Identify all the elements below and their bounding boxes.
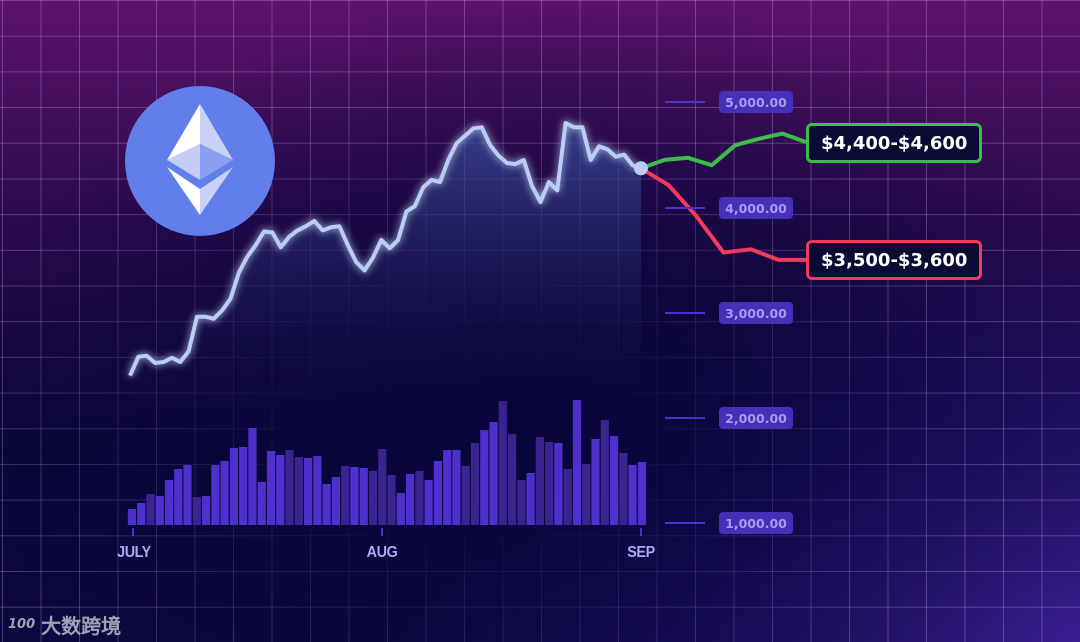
volume-bars: [127, 400, 646, 525]
volume-bar: [572, 400, 582, 525]
volume-bar: [220, 461, 229, 525]
volume-bar: [433, 461, 442, 525]
volume-bar: [359, 468, 368, 525]
volume-bar: [174, 469, 183, 525]
volume-bar: [600, 420, 609, 525]
volume-bar: [341, 466, 350, 525]
volume-bar: [313, 456, 322, 525]
watermark-logo: 100: [8, 617, 36, 632]
volume-bar: [508, 434, 517, 525]
y-tick-mark: [665, 207, 705, 209]
x-tick-mark: [640, 528, 642, 536]
y-tick-mark: [665, 417, 705, 419]
y-tick-label: 5,000.00: [719, 91, 793, 113]
volume-bar: [563, 469, 572, 525]
x-tick-label: SEP: [627, 544, 655, 561]
y-tick-mark: [665, 312, 705, 314]
volume-bar: [211, 465, 220, 525]
y-tick-label: 4,000.00: [719, 197, 793, 219]
volume-bar: [582, 464, 591, 525]
volume-bar: [276, 455, 285, 525]
volume-bar: [368, 471, 378, 525]
volume-bar: [155, 496, 164, 525]
x-tick-label: JULY: [117, 544, 151, 561]
x-tick-mark: [132, 528, 134, 536]
volume-bar: [127, 509, 136, 525]
ethereum-logo: [125, 86, 275, 236]
volume-bar: [266, 451, 276, 525]
volume-bar: [610, 436, 619, 525]
volume-bar: [378, 449, 387, 525]
volume-bar: [637, 462, 646, 525]
y-tick-mark: [665, 101, 705, 103]
forecast-range-low: $3,500-$3,600: [806, 240, 983, 280]
y-tick-label: 3,000.00: [719, 302, 793, 324]
volume-bar: [285, 450, 294, 525]
volume-bar: [619, 453, 628, 525]
x-tick-mark: [381, 528, 383, 536]
volume-bar: [545, 442, 554, 525]
volume-bar: [387, 475, 396, 525]
forecast-line-low: [639, 166, 806, 262]
volume-bar: [202, 496, 211, 525]
volume-bar: [517, 480, 526, 525]
volume-bar: [229, 448, 238, 525]
forecast-range-high: $4,400-$4,600: [806, 123, 983, 163]
volume-bar: [424, 480, 433, 525]
volume-bar: [192, 497, 201, 525]
price-area: [130, 123, 641, 420]
volume-bar: [535, 437, 544, 525]
volume-bar: [461, 466, 470, 525]
volume-bar: [470, 443, 480, 525]
ethereum-icon: [167, 104, 233, 215]
volume-bar: [480, 430, 489, 525]
volume-bar: [396, 493, 405, 525]
volume-bar: [554, 443, 563, 525]
forecast-line-high: [640, 131, 807, 171]
volume-bar: [498, 401, 507, 525]
watermark: 100 大数跨境: [8, 610, 121, 639]
price-line: [128, 121, 642, 377]
watermark-text: 大数跨境: [41, 614, 122, 638]
volume-bar: [591, 439, 600, 525]
current-price-dot: [634, 161, 648, 176]
volume-bar: [489, 422, 498, 525]
volume-bar: [248, 428, 257, 525]
y-tick-label: 2,000.00: [719, 407, 793, 429]
volume-bar: [350, 467, 359, 525]
volume-bar: [452, 450, 461, 525]
volume-bar: [183, 465, 192, 525]
y-tick-mark: [665, 522, 705, 524]
x-tick-label: AUG: [366, 544, 398, 561]
volume-bar: [526, 473, 535, 525]
volume-bar: [304, 458, 313, 525]
volume-bar: [415, 471, 424, 525]
volume-bar: [406, 474, 415, 525]
volume-bar: [322, 484, 331, 525]
volume-bar: [628, 465, 637, 525]
volume-bar: [443, 450, 452, 525]
y-tick-label: 1,000.00: [719, 512, 793, 534]
volume-bar: [137, 503, 146, 525]
volume-bar: [146, 494, 155, 525]
volume-bar: [257, 482, 266, 525]
volume-bar: [239, 447, 248, 525]
volume-bar: [331, 477, 340, 525]
volume-bar: [294, 457, 303, 525]
volume-bar: [164, 480, 174, 525]
